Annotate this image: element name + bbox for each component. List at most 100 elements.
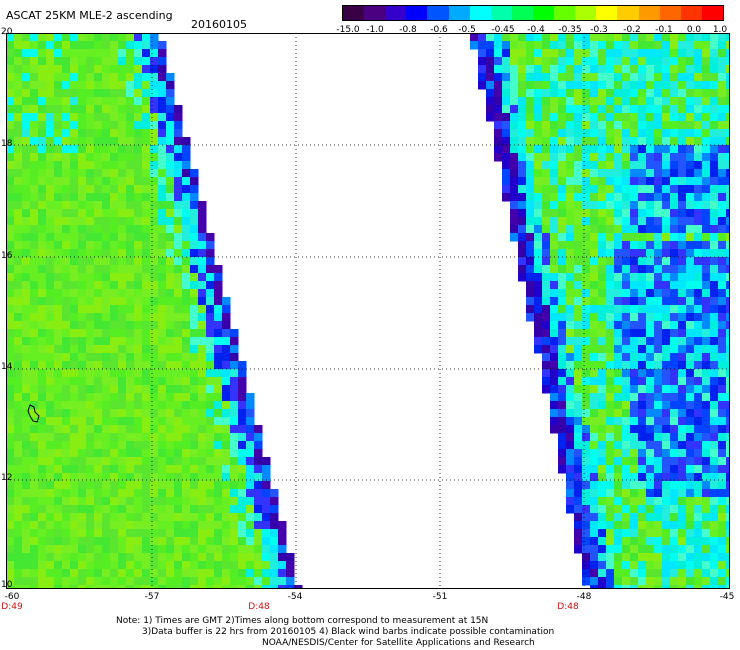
- swath-cell: [726, 33, 730, 42]
- swath-cell: [46, 265, 55, 274]
- swath-cell: [678, 417, 687, 426]
- swath-cell: [694, 161, 703, 170]
- swath-cell: [702, 289, 711, 298]
- swath-cell: [30, 129, 39, 138]
- swath-cell: [670, 241, 679, 250]
- swath-cell: [94, 425, 103, 434]
- swath-cell: [718, 65, 727, 74]
- swath-cell: [174, 441, 183, 450]
- swath-cell: [182, 337, 191, 346]
- swath-cell: [46, 577, 55, 586]
- swath-cell: [6, 145, 15, 154]
- swath-cell: [94, 513, 103, 522]
- swath-cell: [182, 305, 191, 314]
- swath-cell: [590, 273, 599, 282]
- swath-cell: [158, 41, 167, 50]
- swath-cell: [678, 561, 687, 570]
- swath-cell: [726, 217, 730, 226]
- swath-cell: [542, 217, 551, 226]
- swath-cell: [726, 577, 730, 586]
- swath-cell: [62, 353, 71, 362]
- swath-cell: [38, 457, 47, 466]
- swath-cell: [710, 97, 719, 106]
- swath-cell: [142, 385, 151, 394]
- swath-cell: [486, 89, 495, 98]
- swath-cell: [566, 81, 575, 90]
- swath-cell: [598, 489, 607, 498]
- swath-cell: [718, 145, 727, 154]
- swath-cell: [54, 513, 63, 522]
- swath-cell: [566, 353, 575, 362]
- swath-cell: [198, 505, 207, 514]
- swath-cell: [686, 201, 695, 210]
- swath-cell: [654, 257, 663, 266]
- swath-cell: [62, 49, 71, 58]
- swath-cell: [150, 73, 159, 82]
- swath-cell: [542, 153, 551, 162]
- swath-cell: [662, 417, 671, 426]
- swath-cell: [566, 393, 575, 402]
- swath-cell: [6, 441, 15, 450]
- swath-cell: [590, 513, 599, 522]
- swath-cell: [30, 537, 39, 546]
- swath-cell: [190, 529, 199, 538]
- swath-cell: [150, 249, 159, 258]
- swath-cell: [614, 257, 623, 266]
- swath-cell: [78, 169, 87, 178]
- swath-cell: [606, 313, 615, 322]
- swath-cell: [70, 113, 79, 122]
- swath-cell: [702, 353, 711, 362]
- swath-cell: [14, 513, 23, 522]
- swath-cell: [590, 337, 599, 346]
- swath-cell: [14, 465, 23, 474]
- swath-cell: [566, 161, 575, 170]
- swath-cell: [710, 473, 719, 482]
- swath-cell: [142, 49, 151, 58]
- swath-cell: [6, 497, 15, 506]
- swath-cell: [214, 449, 223, 458]
- swath-cell: [46, 161, 55, 170]
- swath-cell: [686, 361, 695, 370]
- swath-cell: [134, 257, 143, 266]
- swath-cell: [686, 233, 695, 242]
- swath-cell: [494, 137, 503, 146]
- swath-cell: [598, 569, 607, 578]
- swath-cell: [134, 89, 143, 98]
- swath-cell: [254, 465, 263, 474]
- swath-cell: [238, 377, 247, 386]
- swath-cell: [46, 457, 55, 466]
- swath-cell: [630, 385, 639, 394]
- swath-cell: [622, 153, 631, 162]
- swath-cell: [646, 129, 655, 138]
- swath-cell: [510, 129, 519, 138]
- swath-cell: [198, 489, 207, 498]
- swath-cell: [590, 569, 599, 578]
- swath-cell: [62, 505, 71, 514]
- swath-cell: [582, 417, 591, 426]
- swath-cell: [174, 281, 183, 290]
- swath-cell: [670, 385, 679, 394]
- swath-cell: [70, 57, 79, 66]
- swath-cell: [534, 113, 543, 122]
- swath-cell: [150, 89, 159, 98]
- swath-cell: [534, 81, 543, 90]
- swath-cell: [614, 505, 623, 514]
- swath-cell: [678, 585, 687, 589]
- swath-cell: [638, 385, 647, 394]
- swath-cell: [198, 417, 207, 426]
- swath-cell: [158, 177, 167, 186]
- swath-cell: [134, 529, 143, 538]
- swath-cell: [686, 89, 695, 98]
- swath-cell: [54, 193, 63, 202]
- swath-cell: [662, 569, 671, 578]
- swath-cell: [182, 497, 191, 506]
- swath-cell: [590, 233, 599, 242]
- swath-cell: [126, 465, 135, 474]
- swath-cell: [630, 585, 639, 589]
- swath-cell: [94, 209, 103, 218]
- swath-cell: [630, 249, 639, 258]
- swath-cell: [206, 561, 215, 570]
- swath-cell: [102, 577, 111, 586]
- swath-cell: [694, 41, 703, 50]
- swath-cell: [270, 489, 279, 498]
